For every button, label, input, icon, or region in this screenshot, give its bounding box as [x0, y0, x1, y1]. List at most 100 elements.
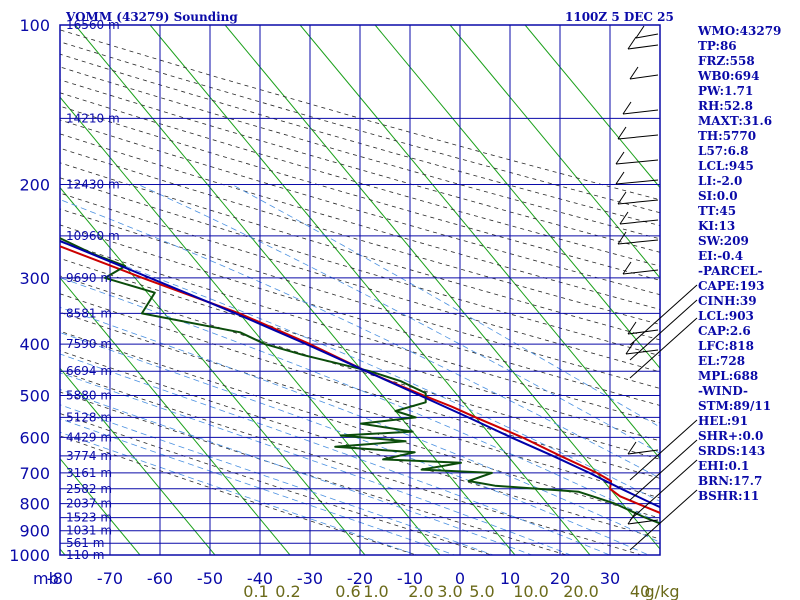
index-entry: FRZ:558 [698, 54, 755, 68]
observation-time: 1100Z 5 DEC 25 [565, 10, 674, 24]
moist-adiabat [60, 372, 572, 555]
index-entry: KI:13 [698, 219, 735, 233]
index-entry: TP:86 [698, 39, 737, 53]
index-entry: CINH:39 [698, 294, 757, 308]
moist-adiabat [60, 353, 611, 555]
index-entry: BRN:17.7 [698, 474, 762, 488]
chart-frame [59, 24, 661, 556]
isotherm-line [60, 367, 216, 555]
index-entry: L57:6.8 [698, 144, 748, 158]
dry-adiabat [60, 41, 660, 214]
wind-barb [627, 441, 637, 455]
height-label: 8581 m [66, 306, 112, 320]
wind-barb [617, 199, 659, 205]
index-entry: HEL:91 [698, 414, 748, 428]
wind-connector [629, 439, 698, 501]
dry-adiabat [60, 413, 493, 555]
isotherm-line [449, 25, 660, 279]
isotherm-line [60, 186, 366, 555]
wind-barb [627, 36, 637, 50]
height-label: 561 m [66, 536, 104, 550]
isopleth-grid [60, 25, 660, 555]
wind-barb [619, 211, 629, 225]
mixing-ratio-label: 0.1 [243, 582, 268, 600]
temperature-tick-label: -80 [47, 569, 73, 588]
temperature-tick-label: -50 [197, 569, 223, 588]
dry-adiabat [60, 92, 660, 267]
pressure-axis-unit: mb [33, 569, 59, 588]
isotherm-line [60, 96, 441, 555]
dry-adiabat [60, 208, 660, 389]
parcel-trace [60, 239, 660, 509]
isotherm-line [60, 457, 141, 555]
index-entry: MAXT:31.6 [698, 114, 772, 128]
mixing-ratio-label: 1.0 [363, 582, 388, 600]
moist-adiabat [60, 306, 660, 543]
dry-adiabat [60, 391, 568, 555]
index-entry: -WIND- [698, 384, 748, 398]
mixing-ratio-label: 10.0 [513, 582, 549, 600]
wind-barb [625, 349, 659, 355]
wind-connector [629, 284, 698, 346]
index-entry: MPL:688 [698, 369, 758, 383]
pressure-tick-label: 400 [19, 335, 50, 354]
dry-adiabat [60, 119, 660, 296]
wind-connector [629, 489, 698, 551]
index-entry: -PARCEL- [698, 264, 763, 278]
wind-barb [627, 449, 659, 455]
index-entry: TT:45 [698, 204, 736, 218]
moist-adiabat [60, 241, 660, 502]
dry-adiabat [60, 435, 418, 555]
isotherm-line [149, 25, 591, 555]
index-entry: RH:52.8 [698, 99, 753, 113]
dry-adiabat [60, 133, 660, 310]
height-label: 5128 m [66, 410, 112, 424]
wind-barb [635, 33, 659, 39]
moist-adiabat [60, 277, 660, 524]
temperature-tick-label: 20 [550, 569, 570, 588]
wind-barb [617, 191, 627, 205]
wind-barb [629, 66, 639, 80]
wind-barbs [615, 25, 698, 551]
moist-adiabat [138, 184, 660, 454]
pressure-tick-label: 500 [19, 386, 50, 405]
wind-barb [622, 109, 659, 115]
temperature-tick-label: 10 [500, 569, 520, 588]
index-entry: LI:-2.0 [698, 174, 742, 188]
height-label: 1031 m [66, 524, 112, 538]
height-label: 7590 m [66, 337, 112, 351]
height-label: 10960 m [66, 229, 120, 243]
index-entry: BSHR:11 [698, 489, 759, 503]
index-entry: LCL:903 [698, 309, 754, 323]
height-label: 12430 m [66, 178, 120, 192]
height-label: 5880 m [66, 388, 112, 402]
pressure-tick-label: 900 [19, 522, 50, 541]
index-entry: SRDS:143 [698, 444, 765, 458]
height-label: 2037 m [66, 497, 112, 511]
pressure-tick-label: 700 [19, 464, 50, 483]
index-entry: SI:0.0 [698, 189, 738, 203]
chart-title: VOMM (43279) Sounding [65, 10, 238, 24]
temperature-tick-label: -60 [147, 569, 173, 588]
dry-adiabat [60, 192, 660, 373]
mixing-ratio-label: 20.0 [563, 582, 599, 600]
height-label: 6694 m [66, 364, 112, 378]
isotherm-line [374, 25, 660, 370]
dry-adiabat [60, 105, 660, 281]
pressure-tick-label: 300 [19, 269, 50, 288]
dry-adiabat [60, 177, 660, 357]
temperature-tick-label: -30 [297, 569, 323, 588]
wind-barb [615, 179, 659, 185]
index-entry: CAPE:193 [698, 279, 765, 293]
index-entry: TH:5770 [698, 129, 756, 143]
moist-adiabat [60, 404, 495, 555]
dry-adiabat [60, 162, 660, 341]
moist-adiabat [231, 184, 660, 428]
mixing-ratio-label: 5.0 [469, 582, 494, 600]
moist-adiabat [60, 418, 456, 555]
temperature-tick-label: -40 [247, 569, 273, 588]
height-label: 3774 m [66, 449, 112, 463]
index-entry: EL:728 [698, 354, 745, 368]
index-entry: SHR+:0.0 [698, 429, 763, 443]
